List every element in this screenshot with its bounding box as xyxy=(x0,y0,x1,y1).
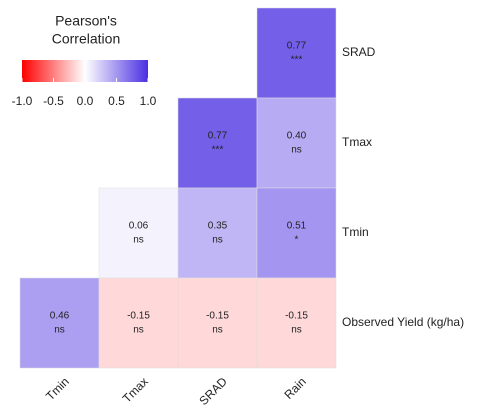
column-label: Tmin xyxy=(43,374,72,403)
cell-value: 0.77 xyxy=(208,131,228,142)
cell xyxy=(256,277,337,369)
cell-value: -0.15 xyxy=(206,311,229,322)
cell-value: 0.51 xyxy=(287,221,307,232)
cell-significance: ns xyxy=(212,325,223,336)
cell-significance: *** xyxy=(212,145,224,156)
legend-tick-label: -0.5 xyxy=(43,94,64,108)
cell xyxy=(256,7,337,99)
cell-value: 0.46 xyxy=(50,311,70,322)
cell-significance: ns xyxy=(291,145,302,156)
color-bar xyxy=(22,60,148,82)
cell-value: 0.77 xyxy=(287,41,307,52)
cell xyxy=(256,187,337,279)
column-label: Tmax xyxy=(120,374,151,405)
cell xyxy=(177,97,258,189)
cell-significance: ns xyxy=(212,235,223,246)
cell-value: 0.40 xyxy=(287,131,307,142)
cell-significance: ns xyxy=(133,235,144,246)
legend-tick-label: 1.0 xyxy=(140,94,157,108)
column-label: Rain xyxy=(282,374,309,401)
cell-value: 0.06 xyxy=(129,221,149,232)
cell-value: -0.15 xyxy=(285,311,308,322)
legend-tick-label: 0.5 xyxy=(108,94,125,108)
row-label: Observed Yield (kg/ha) xyxy=(342,315,464,329)
cell-value: -0.15 xyxy=(127,311,150,322)
cell xyxy=(177,187,258,279)
cell xyxy=(256,97,337,189)
legend-title: Pearson's xyxy=(55,13,117,29)
cell-significance: ns xyxy=(133,325,144,336)
cell-value: 0.35 xyxy=(208,221,228,232)
legend-tick-label: 0.0 xyxy=(77,94,94,108)
cell xyxy=(98,187,179,279)
column-label: SRAD xyxy=(196,374,230,408)
cell-significance: ns xyxy=(291,325,302,336)
row-label: Tmin xyxy=(342,225,369,239)
cell-significance: ns xyxy=(54,325,65,336)
row-label: Tmax xyxy=(342,135,372,149)
legend-title: Correlation xyxy=(52,31,120,47)
cell xyxy=(177,277,258,369)
cell xyxy=(19,277,100,369)
cell xyxy=(98,277,179,369)
legend-tick-label: -1.0 xyxy=(12,94,33,108)
cell-significance: * xyxy=(295,235,299,246)
row-label: SRAD xyxy=(342,45,376,59)
cell-significance: *** xyxy=(291,55,303,66)
